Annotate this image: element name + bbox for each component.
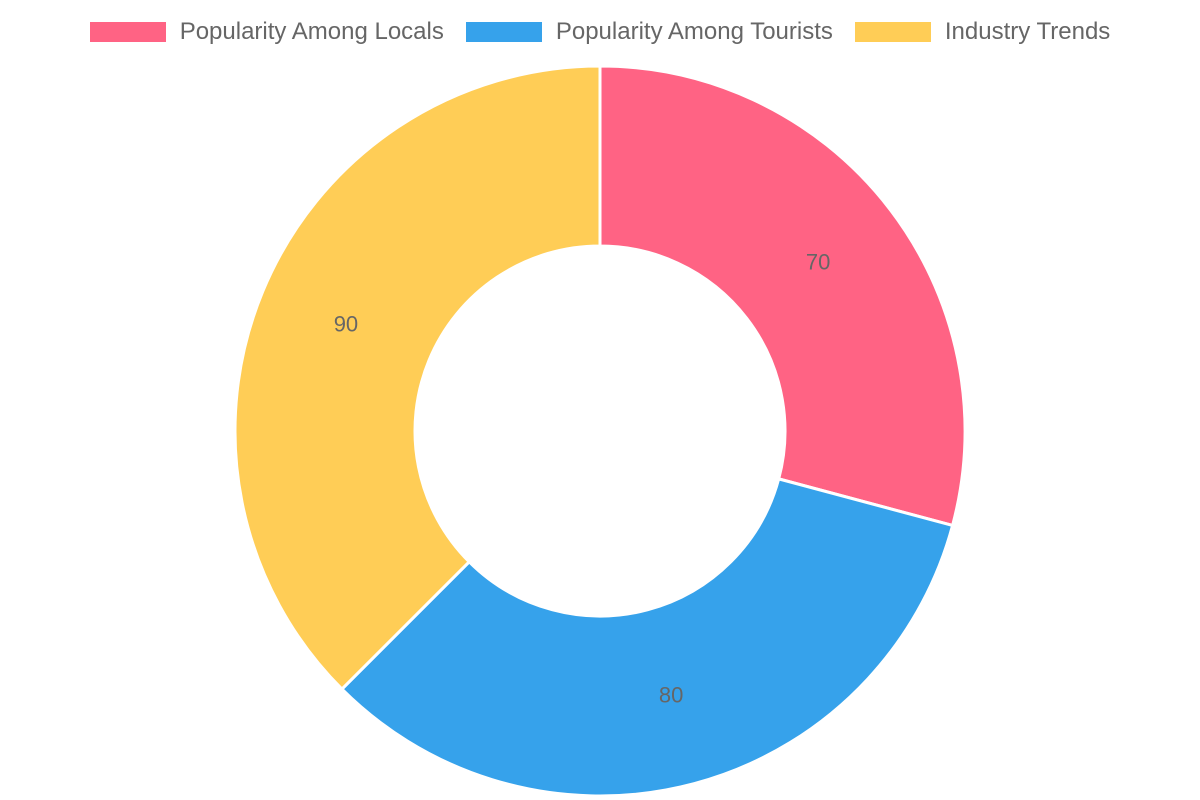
legend-label-tourists: Popularity Among Tourists xyxy=(555,18,833,45)
slice-popularity-among-locals[interactable] xyxy=(598,64,967,528)
legend-label-trends: Industry Trends xyxy=(944,18,1111,45)
slice-popularity-among-tourists[interactable] xyxy=(339,477,955,798)
chart-legend: Popularity Among Locals Popularity Among… xyxy=(0,14,1200,50)
legend-swatch-locals xyxy=(89,22,166,42)
data-label-industry-trends: 90 xyxy=(334,312,358,337)
data-label-popularity-among-tourists: 80 xyxy=(659,682,683,707)
legend-swatch-trends xyxy=(854,22,931,42)
legend-item-tourists[interactable]: Popularity Among Tourists xyxy=(465,18,833,46)
legend-item-locals[interactable]: Popularity Among Locals xyxy=(89,18,444,46)
slice-industry-trends[interactable] xyxy=(233,64,602,692)
legend-item-trends[interactable]: Industry Trends xyxy=(854,18,1111,46)
data-label-popularity-among-locals: 70 xyxy=(806,249,830,274)
doughnut-slices xyxy=(233,64,967,798)
legend-swatch-tourists xyxy=(465,22,542,42)
legend-label-locals: Popularity Among Locals xyxy=(179,18,444,45)
doughnut-data-labels: 70 80 90 xyxy=(334,249,831,707)
